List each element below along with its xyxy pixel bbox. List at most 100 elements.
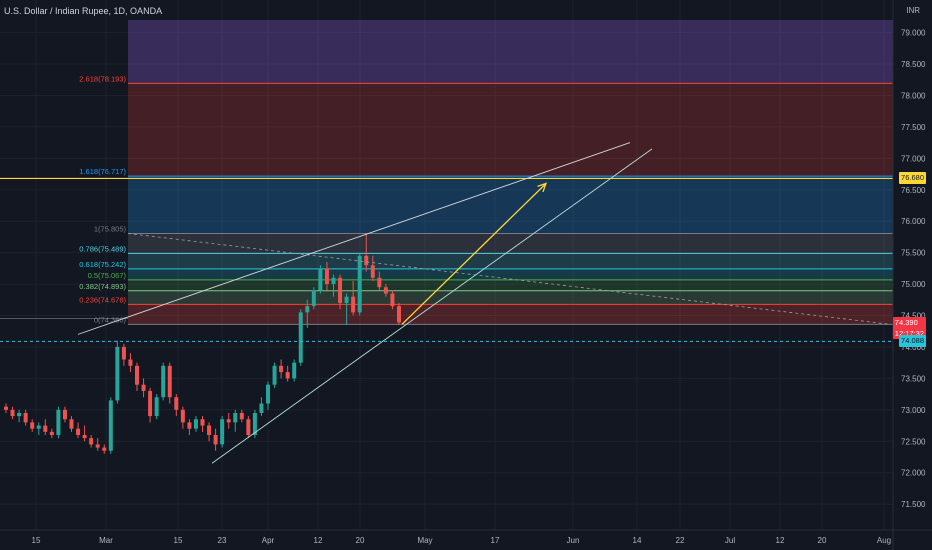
upper-trend-line [77, 142, 631, 335]
time-tick-label: 15 [174, 536, 183, 545]
candle-body [239, 412, 244, 420]
time-axis[interactable]: 15 Mar 15 23 Apr 12 20 May 17 Jun 14 22 Jul 12 20 Aug [0, 529, 932, 545]
candle-body [43, 425, 48, 432]
time-tick-label: 12 [776, 536, 785, 545]
time-tick-label: 20 [818, 536, 827, 545]
time-tick-label: 14 [633, 536, 642, 545]
candle-body [305, 306, 310, 313]
candle-body [298, 312, 303, 363]
candle-body [259, 403, 264, 413]
candle-body [351, 296, 356, 313]
last-price-value: 74.390 [894, 318, 918, 328]
candle-body [62, 409, 67, 420]
candle-body [377, 277, 382, 288]
time-tick-label: 17 [491, 536, 500, 545]
price-tick-label: 79.000 [901, 29, 926, 38]
price-tick-label: 75.000 [901, 280, 926, 289]
fib-level-label: 0(74.360) [94, 315, 127, 324]
candle-body [56, 409, 61, 435]
candle-body [49, 431, 54, 435]
lower-trend-line [211, 148, 653, 464]
candle-body [69, 419, 74, 429]
arrow-head-icon [537, 182, 548, 193]
fib-zone [128, 279, 893, 291]
candle-body [200, 419, 205, 426]
candle-body [272, 365, 277, 385]
price-tick-label: 76.500 [901, 186, 926, 195]
price-tick-label: 76.000 [901, 217, 926, 226]
fib-level-label: 0.618(75.242) [79, 260, 126, 269]
candle-body [383, 287, 388, 294]
candle-body [292, 362, 297, 379]
fib-level-label: 0.786(75.489) [79, 244, 126, 253]
candle-body [167, 365, 172, 398]
candle-body [331, 277, 336, 285]
price-tick-label: 71.500 [901, 500, 926, 509]
candle-body [193, 419, 198, 429]
projection-arrow [401, 183, 547, 325]
fib-level-label: 1.618(76.717) [79, 167, 126, 176]
candle-body [266, 384, 270, 404]
fib-zone [128, 176, 893, 234]
candle-body [10, 409, 15, 417]
time-tick-label: 12 [314, 536, 323, 545]
price-axis[interactable]: 79.000 78.500 78.000 77.500 77.000 76.500 76.0… [892, 0, 926, 550]
candle-body [82, 434, 87, 439]
fib-zone [128, 268, 893, 280]
drawings[interactable] [0, 142, 893, 464]
fibonacci-extension[interactable]: 2.618(78.193) 1.618(76.717) 1(75.805) 0.786… [79, 20, 893, 325]
candle-body [121, 346, 126, 360]
candle-body [213, 434, 218, 445]
candle-body [76, 428, 81, 435]
candle-body [279, 365, 284, 373]
fib-zone [128, 304, 893, 325]
candle-body [357, 255, 362, 313]
time-tick-label: Jul [725, 536, 735, 545]
candle-body [311, 290, 316, 307]
candle-body [318, 268, 323, 291]
candle-body [226, 419, 231, 423]
candle-body [115, 346, 120, 401]
candle-body [148, 390, 153, 417]
candle-body [141, 384, 146, 391]
currency-label: INR [906, 6, 920, 15]
support-price-tag: 74.088 [899, 335, 926, 348]
price-tick-label: 74.000 [901, 343, 926, 352]
candles [4, 233, 401, 454]
candle-body [390, 293, 395, 307]
candle-body [246, 419, 251, 435]
time-tick-label: 20 [356, 536, 365, 545]
countdown-time: 12:17:32 [894, 329, 924, 339]
candle-body [135, 365, 139, 385]
candle-body [89, 438, 94, 445]
price-tick-label: 78.500 [901, 60, 926, 69]
candle-body [180, 409, 185, 423]
candle-body [324, 268, 329, 285]
candle-body [233, 412, 238, 423]
candle-body [102, 447, 107, 451]
time-tick-label: 22 [676, 536, 685, 545]
time-tick-label: Jun [567, 536, 580, 545]
candle-body [397, 306, 401, 323]
fib-zone [128, 253, 893, 269]
time-tick-label: May [417, 536, 432, 545]
last-price-tag: 74.390 12:17:32 [892, 317, 926, 340]
fib-zone [128, 290, 893, 305]
candle-body [220, 419, 225, 445]
fib-zone [128, 20, 893, 84]
time-tick-label: 23 [218, 536, 227, 545]
price-tick-label: 72.500 [901, 437, 926, 446]
fib-level-label: 1(75.805) [94, 224, 127, 233]
price-tick-label: 77.000 [901, 154, 926, 163]
candle-body [30, 422, 35, 429]
fib-zone [128, 233, 893, 254]
candle-body [207, 425, 212, 435]
time-tick-label: Apr [262, 536, 275, 545]
candle-body [285, 372, 290, 379]
target-price-tag: 76.680 [899, 172, 926, 185]
price-tick-label: 74.500 [901, 312, 926, 321]
fib-zone [128, 83, 893, 177]
candle-body [36, 425, 41, 429]
candle-body [370, 265, 375, 278]
